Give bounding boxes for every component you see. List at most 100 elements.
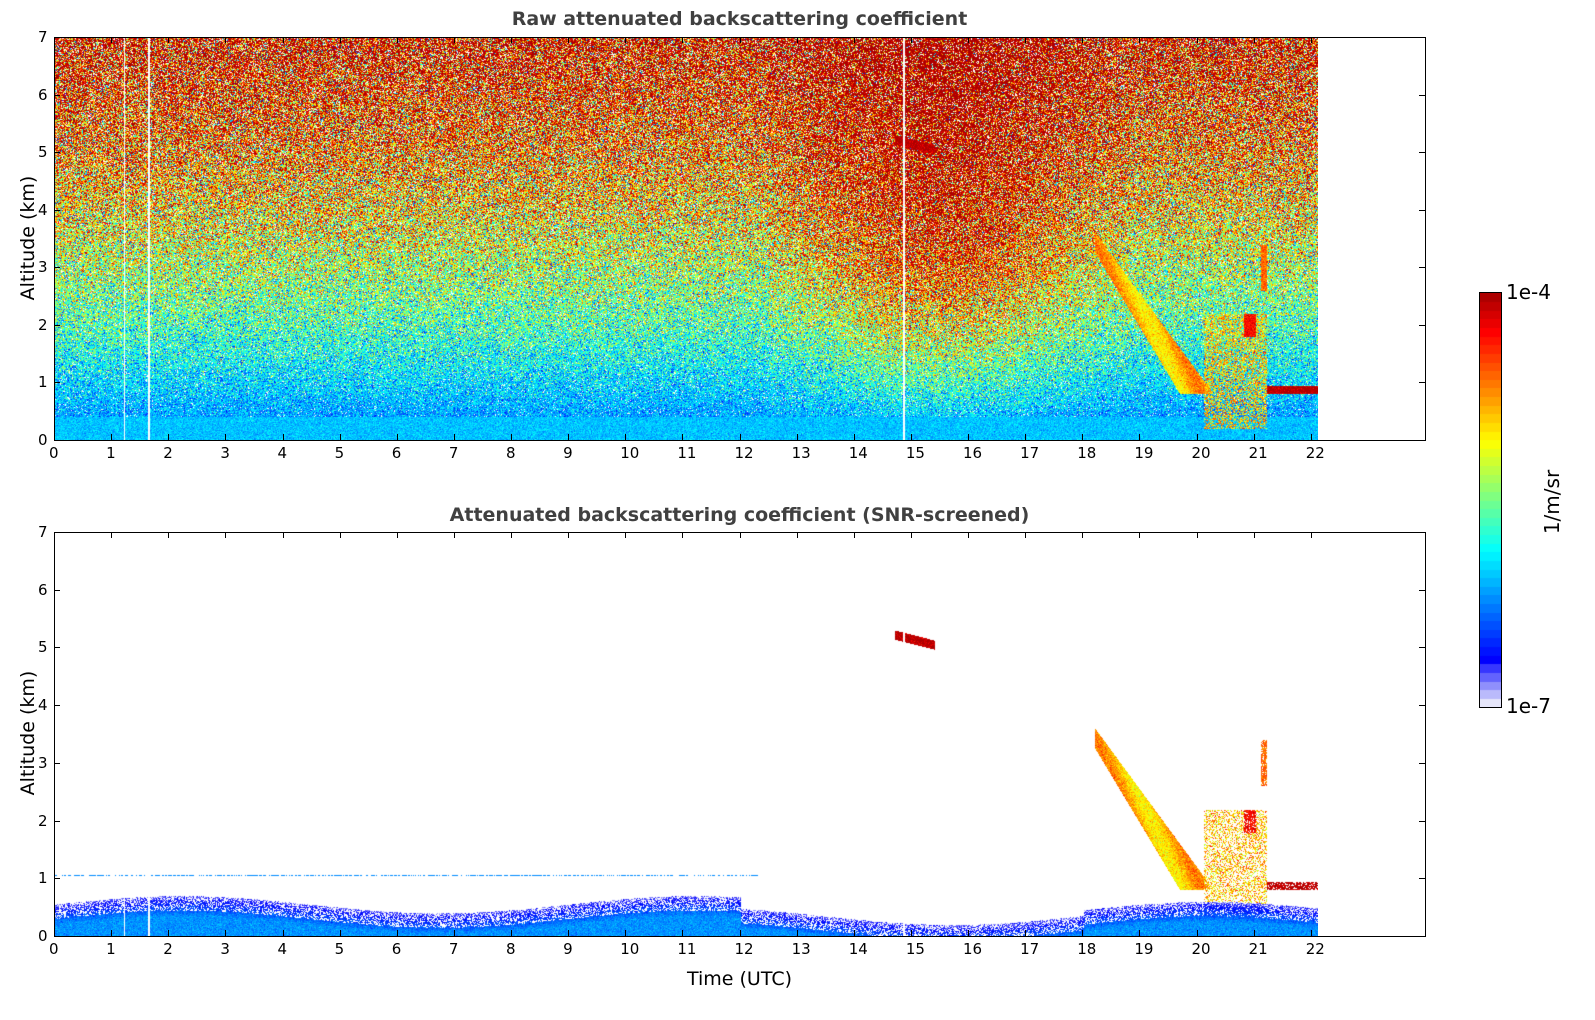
y-tick-mark [54, 324, 60, 326]
y-tick-mark [54, 382, 60, 384]
x-tick-label: 5 [334, 940, 345, 958]
x-tick-mark [225, 532, 227, 538]
x-tick-mark [1082, 434, 1084, 440]
x-tick-label: 0 [49, 444, 59, 462]
x-tick-mark [511, 930, 512, 936]
x-tick-label: 9 [563, 444, 573, 462]
y-tick-mark [1419, 936, 1425, 937]
screened-backscatter-heatmap [54, 532, 1318, 936]
y-tick-mark [1419, 589, 1425, 591]
y-tick-label: 4 [38, 696, 48, 715]
x-tick-mark [54, 434, 55, 440]
x-tick-mark [796, 37, 798, 43]
x-tick-mark [1196, 930, 1198, 936]
y-tick-mark [1419, 382, 1425, 384]
x-tick-mark [739, 532, 741, 538]
x-tick-mark [168, 434, 170, 440]
y-tick-mark [54, 267, 60, 269]
x-tick-mark [511, 434, 512, 440]
x-tick-label: 7 [448, 940, 459, 958]
x-tick-mark [511, 37, 512, 43]
x-tick-label: 8 [506, 444, 516, 462]
x-tick-mark [739, 37, 741, 43]
x-tick-label: 7 [448, 444, 459, 462]
x-tick-mark [968, 930, 969, 936]
x-tick-label: 13 [791, 940, 811, 958]
x-tick-mark [1139, 37, 1141, 43]
x-tick-label: 15 [905, 940, 925, 958]
x-tick-mark [568, 434, 570, 440]
x-tick-mark [282, 434, 284, 440]
x-tick-label: 11 [677, 444, 697, 462]
x-tick-mark [396, 434, 398, 440]
x-tick-mark [111, 434, 113, 440]
x-tick-label: 22 [1305, 444, 1325, 462]
x-tick-label: 15 [905, 444, 925, 462]
x-tick-label: 13 [791, 444, 811, 462]
x-tick-mark [225, 434, 227, 440]
x-tick-mark [968, 37, 969, 43]
y-tick-mark [54, 878, 60, 880]
x-tick-label: 0 [49, 940, 59, 958]
x-tick-label: 17 [1020, 940, 1040, 958]
x-tick-mark [339, 532, 341, 538]
x-tick-mark [1310, 930, 1312, 936]
y-tick-label: 5 [38, 143, 48, 162]
x-tick-mark [1139, 930, 1141, 936]
x-tick-mark [568, 930, 570, 936]
x-tick-mark [396, 37, 398, 43]
x-tick-mark [54, 930, 55, 936]
y-tick-mark [1419, 209, 1425, 211]
y-tick-mark [1419, 647, 1425, 649]
x-tick-label: 16 [963, 444, 983, 462]
x-tick-mark [1082, 930, 1084, 936]
x-tick-mark [282, 532, 284, 538]
x-tick-label: 1 [106, 444, 116, 462]
y-tick-mark [1419, 324, 1425, 326]
x-tick-label: 12 [734, 444, 754, 462]
x-tick-mark [682, 532, 684, 538]
x-tick-mark [739, 930, 741, 936]
x-tick-mark [168, 532, 170, 538]
x-tick-mark [910, 930, 912, 936]
x-tick-mark [453, 532, 455, 538]
x-tick-mark [111, 37, 113, 43]
x-tick-mark [796, 930, 798, 936]
x-tick-mark [54, 532, 55, 538]
x-tick-mark [282, 37, 284, 43]
x-tick-label: 21 [1248, 940, 1268, 958]
x-tick-label: 18 [1077, 940, 1097, 958]
x-tick-label: 2 [163, 940, 173, 958]
x-tick-label: 1 [106, 940, 116, 958]
y-tick-label: 1 [38, 869, 48, 888]
y-tick-label: 5 [38, 638, 48, 657]
y-tick-label: 6 [38, 85, 48, 104]
x-tick-mark [225, 930, 227, 936]
y-tick-mark [54, 936, 60, 937]
x-tick-label: 19 [1134, 940, 1154, 958]
y-tick-mark [1419, 762, 1425, 764]
top-y-axis-label: Altitude (km) [17, 175, 39, 301]
x-tick-label: 14 [848, 444, 868, 462]
y-tick-label: 2 [38, 811, 48, 830]
x-tick-label: 6 [391, 940, 402, 958]
top-axes-frame [54, 37, 1426, 441]
y-tick-label: 2 [38, 315, 48, 334]
x-tick-mark [1196, 434, 1198, 440]
y-tick-mark [1419, 37, 1425, 38]
x-tick-mark [853, 532, 855, 538]
x-tick-mark [910, 37, 912, 43]
x-tick-mark [1253, 37, 1255, 43]
y-tick-mark [1419, 532, 1425, 533]
x-tick-mark [682, 930, 684, 936]
x-tick-mark [625, 930, 627, 936]
x-tick-label: 19 [1134, 444, 1154, 462]
x-tick-label: 16 [963, 940, 983, 958]
x-tick-mark [568, 532, 570, 538]
x-tick-mark [853, 930, 855, 936]
x-tick-label: 4 [277, 940, 288, 958]
x-tick-label: 18 [1077, 444, 1097, 462]
x-tick-mark [1025, 37, 1027, 43]
x-tick-mark [396, 532, 398, 538]
x-tick-mark [168, 37, 170, 43]
